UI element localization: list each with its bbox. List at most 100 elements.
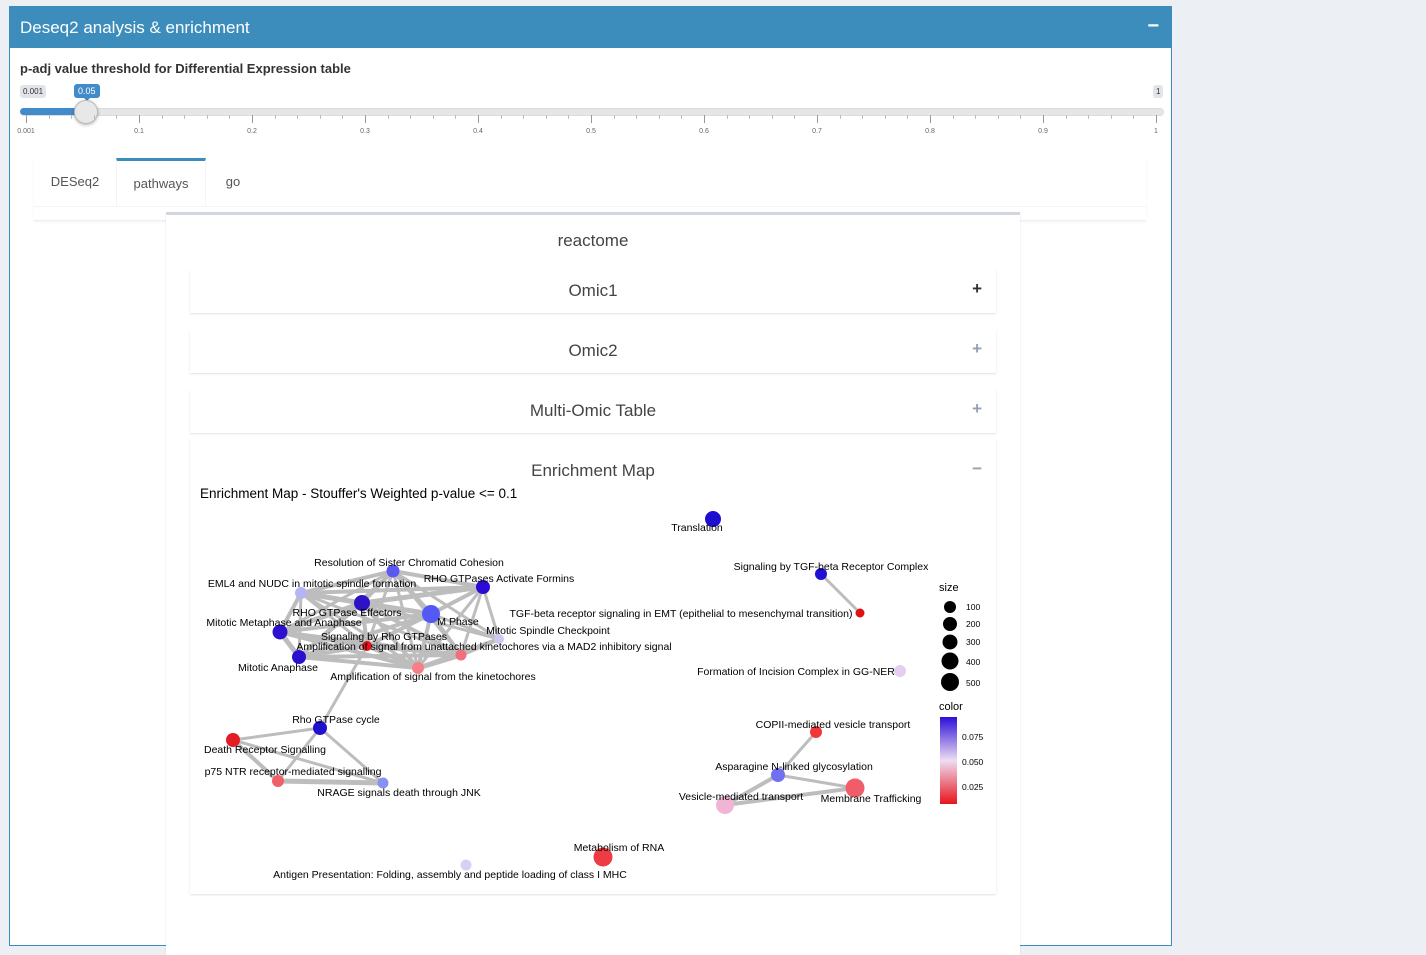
slider-tick: [817, 115, 818, 123]
slider-max-label: 1: [1153, 85, 1164, 98]
collapse-multi-omic-table[interactable]: Multi-Omic Table +: [190, 389, 996, 433]
slider-minor-tick: [568, 115, 570, 119]
node-signaling-rho: [362, 641, 372, 651]
node-translation: [705, 511, 721, 527]
slider-handle[interactable]: [74, 100, 98, 124]
node-label: NRAGE signals death through JNK: [317, 787, 480, 799]
slider-minor-tick: [500, 115, 502, 119]
tab-go[interactable]: go: [225, 174, 241, 189]
slider-tick: [704, 115, 705, 123]
node-tgf-beta-emt: [855, 608, 865, 618]
node-membrane-trafficking: [845, 778, 865, 798]
node-label: Signaling by TGF-beta Receptor Complex: [734, 561, 929, 573]
slider-minor-tick: [161, 115, 163, 119]
slider-minor-tick: [387, 115, 389, 119]
slider-minor-tick: [184, 115, 186, 119]
slider-minor-tick: [297, 115, 299, 119]
slider-minor-tick: [975, 115, 977, 119]
collapse-omic2[interactable]: Omic2 +: [190, 329, 996, 373]
box-title: Deseq2 analysis & enrichment: [20, 18, 250, 37]
slider-tick-label: 0.5: [586, 128, 596, 135]
slider-minor-tick: [274, 115, 276, 119]
node-label: COPII-mediated vesicle transport: [756, 719, 911, 731]
slider-tick: [478, 115, 479, 123]
slider-minor-tick: [545, 115, 547, 119]
node-amplification-mad2: [455, 649, 467, 661]
slider-tick: [365, 115, 366, 123]
plot-legend: size 100 200 300 400 500 color 0.075: [939, 582, 984, 804]
reactome-panel: reactome Omic1 + Omic2 + Multi-Omic Tabl…: [166, 212, 1020, 955]
slider-tick-label: 0.2: [247, 128, 257, 135]
legend-size-dot: [942, 634, 958, 650]
slider-minor-tick: [839, 115, 841, 119]
node-mitotic-anaphase: [292, 650, 306, 664]
plus-icon[interactable]: +: [972, 339, 982, 358]
tab-pathways[interactable]: pathways: [116, 158, 206, 206]
slider-minor-tick: [1020, 115, 1022, 119]
minus-icon[interactable]: −: [972, 459, 982, 478]
slider-minor-tick: [1133, 115, 1135, 119]
legend-size-label: 500: [966, 678, 980, 688]
deseq2-analysis-box: Deseq2 analysis & enrichment − p-adj val…: [9, 6, 1172, 955]
collapse-title[interactable]: Multi-Omic Table: [529, 401, 657, 420]
panel-title: reactome: [557, 231, 629, 250]
slider-minor-tick: [1088, 115, 1090, 119]
collapse-title[interactable]: Omic1: [568, 281, 618, 300]
slider-tick: [26, 115, 27, 123]
slider-tick-label: 0.4: [473, 128, 483, 135]
collapse-title[interactable]: Omic2: [568, 341, 618, 360]
legend-color-tick: 0.025: [962, 782, 984, 792]
node-n-glycosylation: [771, 768, 785, 782]
tab-deseq2[interactable]: DESeq2: [50, 174, 100, 189]
plus-icon[interactable]: +: [972, 399, 982, 418]
slider-minor-tick: [432, 115, 434, 119]
slider-tick-label: 0.1: [134, 128, 144, 135]
slider-minor-tick: [681, 115, 683, 119]
box-header: Deseq2 analysis & enrichment −: [10, 7, 1171, 48]
slider-minor-tick: [523, 115, 525, 119]
slider-minor-tick: [771, 115, 773, 119]
plus-icon[interactable]: +: [972, 279, 982, 298]
slider-minor-tick: [862, 115, 864, 119]
node-label: Signaling by Rho GTPases: [321, 631, 447, 643]
node-rho-formins: [476, 580, 490, 594]
node-metabolism-rna: [593, 847, 613, 867]
node-label: RHO GTPase Effectors: [293, 607, 402, 619]
slider-minor-tick: [342, 115, 344, 119]
slider-minor-tick: [884, 115, 886, 119]
node-label: Amplification of signal from unattached …: [296, 641, 671, 653]
legend-colorbar: [940, 717, 957, 804]
network-nodes: [226, 511, 906, 871]
slider-minor-tick: [410, 115, 412, 119]
slider-min-label: 0.001: [20, 85, 47, 98]
node-rho-effectors: [354, 595, 370, 611]
legend-size-dot: [941, 673, 959, 691]
node-label: EML4 and NUDC in mitotic spindle formati…: [208, 578, 416, 590]
node-p75-ntr: [272, 775, 284, 787]
slider-tick: [252, 115, 253, 123]
minus-icon[interactable]: −: [1147, 15, 1159, 37]
slider-tick-label: 0.9: [1038, 128, 1048, 135]
legend-color-title: color: [939, 701, 963, 713]
node-label: Metabolism of RNA: [574, 842, 664, 854]
collapse-omic1[interactable]: Omic1 +: [190, 269, 996, 313]
slider-tick-label: 1: [1154, 128, 1158, 135]
slider-minor-tick: [206, 115, 208, 119]
node-label: Death Receptor Signalling: [204, 744, 326, 756]
legend-color-tick: 0.050: [962, 757, 984, 767]
enrichment-map-header[interactable]: Enrichment Map −: [190, 449, 996, 493]
node-label: Resolution of Sister Chromatid Cohesion: [314, 557, 504, 569]
legend-color-tick: 0.075: [962, 732, 984, 742]
collapse-title[interactable]: Enrichment Map: [531, 461, 655, 480]
collapse-enrichment-map: Enrichment Map − Enrichment Map - Stouff…: [190, 438, 996, 894]
node-label: Asparagine N-linked glycosylation: [715, 761, 873, 773]
slider-fill-bar: [20, 108, 86, 115]
slider-tick-label: 0.6: [699, 128, 709, 135]
slider-tick: [1156, 115, 1157, 123]
slider-minor-tick: [1110, 115, 1112, 119]
node-eml4-nudc: [295, 587, 307, 599]
slider-minor-tick: [319, 115, 321, 119]
legend-size-label: 300: [966, 637, 980, 647]
node-vesicle-transport: [716, 796, 734, 814]
slider-tick-label: 0.7: [812, 128, 822, 135]
